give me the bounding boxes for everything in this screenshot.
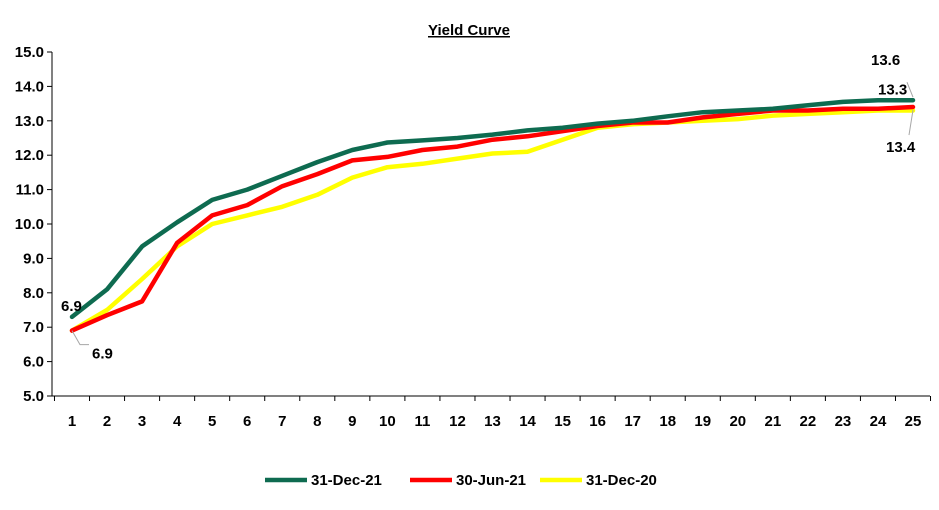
series-line-1	[69, 104, 916, 333]
x-tick-label: 25	[905, 413, 922, 430]
data-label: 13.4	[886, 139, 916, 156]
legend: 31-Dec-21 30-Jun-21 31-Dec-20	[265, 472, 657, 489]
x-tick-label: 19	[694, 413, 711, 430]
y-tick-label: 8.0	[23, 285, 44, 302]
x-tick-label: 6	[243, 413, 251, 430]
legend-label-1: 30-Jun-21	[456, 472, 526, 489]
x-tick-label: 15	[554, 413, 571, 430]
x-tick-label: 9	[348, 413, 356, 430]
x-tick-label: 8	[313, 413, 321, 430]
y-tick-label: 13.0	[15, 113, 44, 130]
x-tick-label: 3	[138, 413, 146, 430]
x-tick-label: 2	[103, 413, 111, 430]
legend-label-2: 31-Dec-20	[586, 472, 657, 489]
x-tick-label: 11	[414, 413, 430, 430]
series-line-2	[69, 108, 916, 333]
x-tick-label: 16	[589, 413, 606, 430]
data-label: 13.6	[871, 52, 900, 69]
x-tick-label: 21	[764, 413, 781, 430]
x-tick-label: 17	[624, 413, 641, 430]
series-lines	[69, 97, 916, 333]
y-tick-label: 6.0	[23, 354, 44, 371]
x-tick-label: 18	[659, 413, 676, 430]
x-tick-label: 7	[278, 413, 286, 430]
y-tick-label: 10.0	[15, 216, 44, 233]
x-tick-label: 20	[729, 413, 746, 430]
data-label-leader	[71, 330, 89, 346]
y-tick-label: 5.0	[23, 388, 44, 405]
data-label-leader	[906, 81, 914, 98]
data-label: 6.9	[61, 298, 82, 315]
y-tick-label: 14.0	[15, 78, 44, 95]
x-tick-label: 5	[208, 413, 216, 430]
y-tick-label: 12.0	[15, 147, 44, 164]
y-tick-label: 9.0	[23, 250, 44, 267]
x-tick-label: 12	[449, 413, 466, 430]
x-tick-label: 10	[379, 413, 396, 430]
data-labels: 6.9 6.9 13.6 13.3 13.4	[61, 52, 916, 362]
x-tick-label: 1	[68, 413, 76, 430]
legend-label-0: 31-Dec-21	[311, 472, 382, 489]
x-tick-label: 4	[173, 413, 182, 430]
y-tick-label: 11.0	[16, 182, 44, 199]
data-label: 6.9	[92, 346, 113, 363]
x-tick-label: 24	[870, 413, 887, 430]
axes: 5.0 6.0 7.0 8.0 9.0 10.0 11.0 12.0 13.0 14.0 15.0 1…	[15, 44, 932, 430]
x-tick-label: 22	[800, 413, 817, 430]
x-tick-label: 13	[484, 413, 501, 430]
y-tick-label: 15.0	[15, 44, 44, 61]
x-tick-label: 23	[835, 413, 852, 430]
chart-title: Yield Curve	[428, 22, 510, 39]
x-tick-label: 14	[519, 413, 536, 430]
y-tick-label: 7.0	[23, 319, 44, 336]
data-label: 13.3	[878, 81, 907, 98]
data-label-leader	[908, 109, 914, 136]
series-line-0	[69, 97, 916, 320]
